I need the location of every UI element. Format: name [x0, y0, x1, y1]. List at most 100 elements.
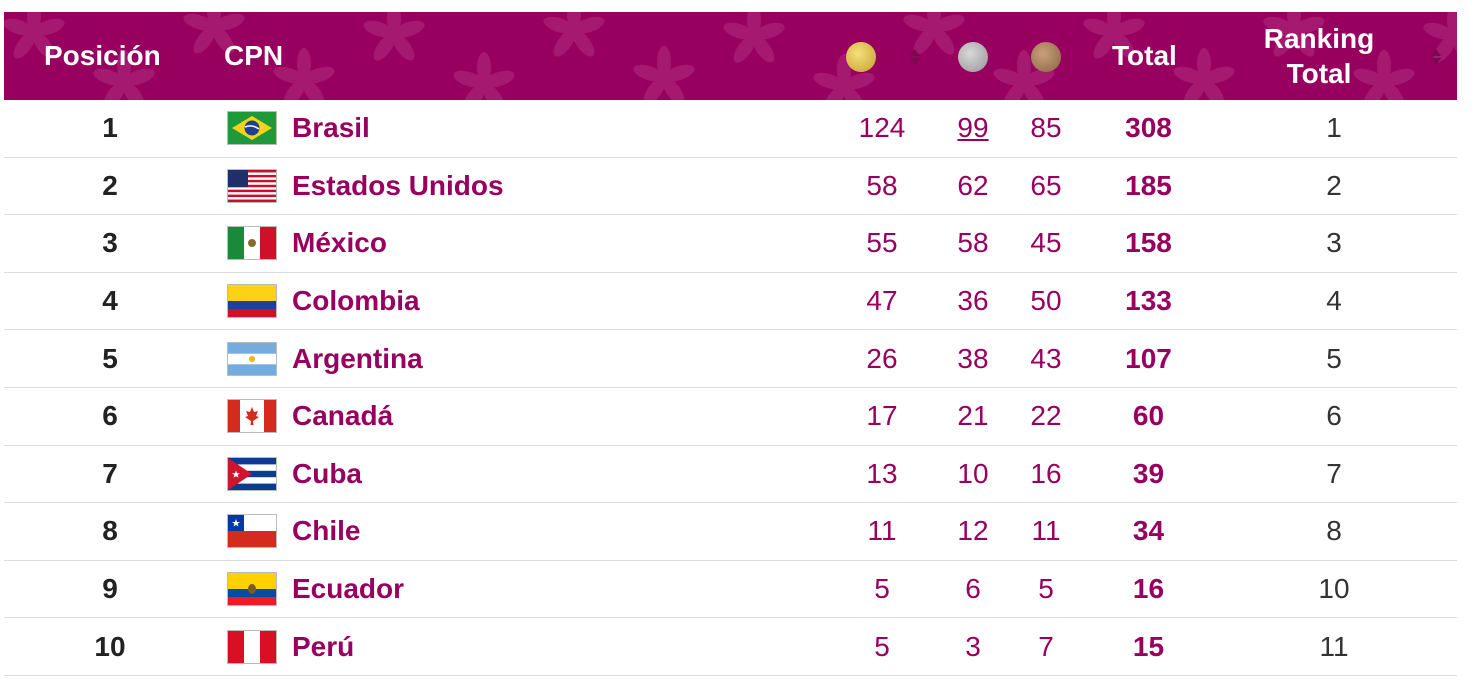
total-count: 107: [1125, 342, 1172, 374]
mexico-flag-icon: [227, 226, 277, 261]
country-link[interactable]: Chile: [292, 515, 361, 547]
gold-count: 5: [874, 573, 890, 605]
bronze-count: 45: [1030, 227, 1062, 259]
header-cpn[interactable]: CPN: [224, 40, 284, 71]
gold-count: 124: [858, 112, 906, 144]
table-row: 1 Brasil 124 99 85 308 1: [4, 100, 1457, 158]
silver-count[interactable]: 99: [957, 112, 989, 144]
ranking-total: 6: [1326, 400, 1342, 432]
ecuador-flag-icon: [227, 572, 277, 607]
gold-count: 47: [866, 285, 898, 317]
silver-count: 10: [957, 457, 989, 489]
table-row: 10 Perú 5 3 7 15 11: [4, 618, 1457, 676]
bronze-count: 43: [1030, 342, 1062, 374]
colombia-flag-icon: [227, 284, 277, 319]
country-link[interactable]: Brasil: [292, 112, 370, 144]
medal-table: Posición CPN Total Ranking Total 1 Brasi…: [4, 12, 1457, 676]
total-count: 60: [1132, 400, 1165, 432]
position-cell: 8: [102, 515, 118, 547]
country-link[interactable]: Ecuador: [292, 573, 405, 605]
bronze-count: 16: [1030, 457, 1062, 489]
flag-cell: [227, 215, 277, 272]
silver-count: 3: [965, 630, 981, 662]
flag-cell: [227, 503, 277, 560]
ranking-total: 2: [1326, 169, 1342, 201]
position-cell: 6: [102, 400, 118, 432]
flag-cell: [227, 330, 277, 387]
sort-icon[interactable]: [1429, 48, 1443, 66]
country-link[interactable]: Estados Unidos: [292, 169, 504, 201]
brazil-flag-icon: [227, 111, 277, 146]
country-link[interactable]: Cuba: [292, 457, 362, 489]
country-link[interactable]: Argentina: [292, 342, 423, 374]
ranking-total: 11: [1319, 630, 1349, 662]
table-row: 2 Estados Unidos 58 62 65 185 2: [4, 158, 1457, 216]
flag-cell: [227, 100, 277, 157]
chile-flag-icon: [227, 514, 277, 549]
header-total[interactable]: Total: [1112, 40, 1177, 71]
table-row: 7 Cuba 13 10 16 39 7: [4, 446, 1457, 504]
header-position[interactable]: Posición: [44, 40, 161, 71]
table-row: 9 Ecuador 5 6 5 16 10: [4, 561, 1457, 619]
flag-cell: [227, 388, 277, 445]
ranking-total: 8: [1326, 515, 1342, 547]
total-count: 308: [1125, 112, 1172, 144]
silver-count: 62: [957, 169, 989, 201]
country-link[interactable]: Perú: [292, 630, 355, 662]
position-cell: 4: [102, 285, 118, 317]
silver-count: 36: [957, 285, 989, 317]
table-body: 1 Brasil 124 99 85 308 1 2: [4, 100, 1457, 676]
position-cell: 2: [102, 169, 118, 201]
table-row: 6 Canadá 17 21 22 60 6: [4, 388, 1457, 446]
gold-medal-icon[interactable]: [846, 42, 876, 72]
flag-cell: [227, 561, 277, 618]
total-count: 185: [1125, 169, 1172, 201]
table-row: 5 Argentina 26 38 43 107 5: [4, 330, 1457, 388]
ranking-total: 7: [1326, 457, 1342, 489]
bronze-medal-icon[interactable]: [1031, 42, 1061, 72]
bronze-count: 85: [1030, 112, 1062, 144]
country-link[interactable]: Canadá: [292, 400, 394, 432]
sort-icon[interactable]: [908, 48, 922, 66]
total-count: 133: [1125, 285, 1172, 317]
gold-count: 55: [866, 227, 898, 259]
ranking-total: 10: [1318, 573, 1350, 605]
country-link[interactable]: Colombia: [292, 285, 420, 317]
total-count: 39: [1132, 457, 1165, 489]
ranking-total: 3: [1326, 227, 1342, 259]
header-ranking-total[interactable]: Ranking Total: [1263, 23, 1375, 89]
silver-medal-icon[interactable]: [958, 42, 988, 72]
flower-pattern-background: [4, 12, 1457, 100]
usa-flag-icon: [227, 168, 277, 203]
position-cell: 10: [94, 630, 126, 662]
ranking-total: 1: [1326, 112, 1342, 144]
table-row: 3 México 55 58 45 158 3: [4, 215, 1457, 273]
total-count: 16: [1132, 573, 1165, 605]
canada-flag-icon: [227, 399, 277, 434]
ranking-total: 5: [1326, 342, 1342, 374]
flag-cell: [227, 446, 277, 503]
table-row: 4 Colombia 47 36 50 133 4: [4, 273, 1457, 331]
bronze-count: 50: [1030, 285, 1062, 317]
bronze-count: 22: [1030, 400, 1062, 432]
bronze-count: 5: [1038, 573, 1054, 605]
table-row: 8 Chile 11 12 11 34 8: [4, 503, 1457, 561]
silver-count: 58: [957, 227, 989, 259]
gold-count: 17: [866, 400, 898, 432]
gold-count: 5: [874, 630, 890, 662]
ranking-total: 4: [1326, 285, 1342, 317]
silver-count: 12: [957, 515, 989, 547]
silver-count: 38: [957, 342, 989, 374]
flag-cell: [227, 158, 277, 215]
position-cell: 7: [102, 457, 118, 489]
flag-cell: [227, 273, 277, 330]
total-count: 15: [1132, 630, 1165, 662]
gold-count: 58: [866, 169, 898, 201]
total-count: 34: [1132, 515, 1165, 547]
argentina-flag-icon: [227, 341, 277, 376]
position-cell: 5: [102, 342, 118, 374]
bronze-count: 7: [1038, 630, 1054, 662]
cuba-flag-icon: [227, 456, 277, 491]
bronze-count: 65: [1030, 169, 1062, 201]
country-link[interactable]: México: [292, 227, 387, 259]
